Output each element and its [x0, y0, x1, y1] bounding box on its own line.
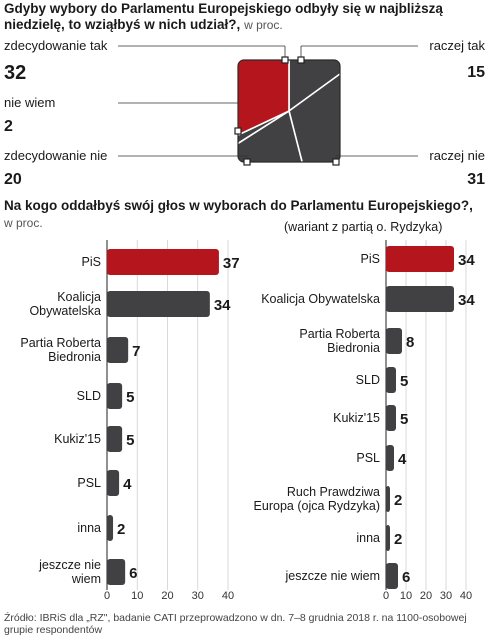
right-bar-6	[386, 486, 390, 512]
right-tick-10: 10	[400, 590, 412, 602]
left-category-6-line-0: inna	[77, 521, 101, 535]
right-category-6-line-1: Europa (ojca Rydzyka)	[254, 499, 380, 513]
left-bar-0	[107, 249, 219, 275]
pie-slice-nie-wiem	[238, 110, 290, 162]
left-value-4: 5	[126, 432, 134, 449]
right-category-5-line-0: PSL	[356, 451, 380, 465]
right-bar-3	[386, 367, 396, 393]
right-value-6: 2	[394, 492, 402, 509]
right-tick-40: 40	[460, 590, 472, 602]
right-value-0: 34	[458, 252, 475, 269]
left-bar-5	[107, 470, 120, 496]
right-tick-20: 20	[420, 590, 432, 602]
question1-title-line2: niedzielę, to wziąłbyś w nich udział?,	[4, 17, 241, 32]
pie-slice-zdecydowanie-nie	[238, 109, 320, 162]
right-category-1-line-0: Koalicja Obywatelska	[261, 292, 380, 306]
right-category-6-line-0: Ruch Prawdziwa	[287, 485, 380, 499]
variant-note: (wariant z partią o. Rydzyka)	[284, 220, 443, 234]
leader-marker-nie-wiem	[234, 127, 242, 135]
right-tick-30: 30	[440, 590, 452, 602]
right-value-7: 2	[394, 531, 402, 548]
left-bar-7	[107, 559, 126, 585]
left-category-2-line-1: Biedronia	[48, 350, 101, 364]
left-value-6: 2	[117, 521, 125, 538]
left-tick-30: 30	[192, 590, 204, 602]
left-category-2-line-0: Partia Roberta	[20, 336, 101, 350]
turnout-chart: zdecydowanie tak 32 raczej tak 15 nie wiem 2 z…	[4, 38, 485, 188]
pie-value-nie-wiem: 2	[4, 118, 13, 135]
pie-value-raczej-tak: 15	[467, 64, 485, 81]
left-tick-0: 0	[104, 590, 110, 602]
pie-label-nie-wiem: nie wiem	[4, 95, 55, 110]
leader-marker-raczej-nie	[332, 158, 340, 166]
left-bar-4	[107, 426, 123, 452]
pie-value-raczej-nie: 31	[467, 171, 485, 188]
question1-title: Gdyby wybory do Parlamentu Europejskiego…	[4, 1, 443, 33]
question1-title-line1: Gdyby wybory do Parlamentu Europejskiego…	[4, 1, 443, 16]
right-tick-0: 0	[383, 590, 389, 602]
right-bar-1	[386, 286, 454, 312]
right-bar-5	[386, 445, 394, 471]
pie-label-zdecydowanie-nie: zdecydowanie nie	[4, 148, 107, 163]
pie-label-raczej-tak: raczej tak	[429, 38, 485, 53]
left-value-0: 37	[223, 255, 240, 272]
left-category-4-line-0: Kukiz'15	[54, 432, 101, 446]
left-bar-6	[107, 515, 114, 541]
right-value-5: 4	[398, 451, 407, 468]
left-bar-2	[107, 337, 129, 363]
left-value-1: 34	[214, 297, 231, 314]
left-bar-3	[107, 383, 123, 409]
pie-slice-raczej-tak	[288, 60, 340, 113]
question2-unit: w proc.	[4, 216, 43, 230]
left-value-7: 6	[129, 565, 137, 582]
left-value-5: 4	[123, 476, 132, 493]
left-tick-10: 10	[131, 590, 143, 602]
left-category-7-line-1: wiem	[71, 572, 101, 586]
right-category-4-line-0: Kukiz'15	[333, 411, 380, 425]
source-note: Źródło: IBRiS dla „RZ", badanie CATI prz…	[4, 612, 467, 636]
leader-marker-zdecydowanie-nie	[243, 158, 251, 166]
right-category-8-line-0: jeszcze nie wiem	[285, 569, 380, 583]
right-value-2: 8	[406, 334, 414, 351]
question2-title: Na kogo oddałbyś swój głos w wyborach do…	[4, 198, 473, 213]
leader-marker-raczej-tak	[297, 56, 305, 64]
right-chart: 0 10 20 30 40 34 PiS 34 Koalicja Obywatelska 8 Par…	[254, 240, 475, 602]
right-category-2-line-0: Partia Roberta	[299, 327, 380, 341]
right-bar-7	[386, 525, 390, 551]
right-bar-2	[386, 328, 402, 354]
left-tick-40: 40	[222, 590, 234, 602]
pie-label-raczej-nie: raczej nie	[429, 148, 485, 163]
pie-slices	[238, 60, 340, 162]
right-category-2-line-1: Biedronia	[327, 341, 380, 355]
left-category-3-line-0: SLD	[77, 389, 101, 403]
right-category-0-line-0: PiS	[361, 252, 380, 266]
left-category-7-line-0: jeszcze nie	[38, 558, 101, 572]
left-value-3: 5	[126, 389, 134, 406]
right-bar-4	[386, 405, 396, 431]
right-value-1: 34	[458, 292, 475, 309]
right-bar-8	[386, 563, 398, 589]
left-bar-1	[107, 291, 210, 317]
right-bar-0	[386, 246, 454, 272]
pie-label-zdecydowanie-tak: zdecydowanie tak	[4, 38, 108, 53]
leader-marker-zdecydowanie-tak	[281, 56, 289, 64]
pie-value-zdecydowanie-tak: 32	[4, 62, 26, 84]
left-category-5-line-0: PSL	[77, 476, 101, 490]
pie-value-zdecydowanie-nie: 20	[4, 171, 22, 188]
right-value-8: 6	[402, 569, 410, 586]
left-category-1-line-1: Obywatelska	[29, 304, 101, 318]
question1-unit: w proc.	[244, 18, 283, 32]
right-value-3: 5	[400, 373, 408, 390]
right-value-4: 5	[400, 411, 408, 428]
left-tick-20: 20	[161, 590, 173, 602]
right-category-7-line-0: inna	[356, 531, 380, 545]
vote-charts: 0 10 20 30 4037PiS34KoalicjaObywatelska7Part…	[20, 240, 475, 602]
left-category-0-line-0: PiS	[82, 255, 101, 269]
pie-slice-zdecydowanie-tak	[238, 60, 290, 162]
left-category-1-line-0: Koalicja	[57, 290, 101, 304]
right-category-3-line-0: SLD	[356, 373, 380, 387]
left-value-2: 7	[132, 343, 140, 360]
